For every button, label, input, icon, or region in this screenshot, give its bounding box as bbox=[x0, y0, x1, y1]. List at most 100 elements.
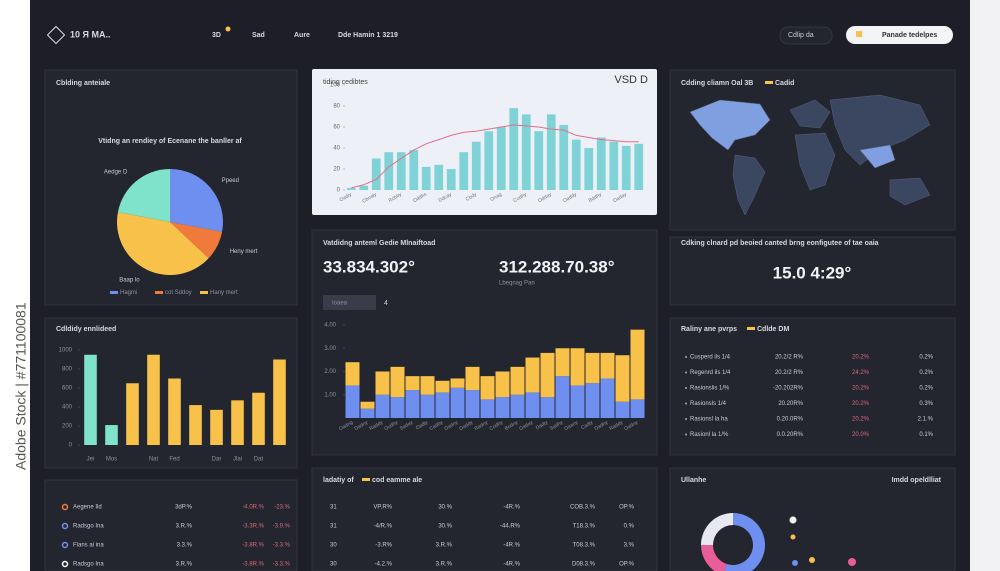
table-cell: 20.2% bbox=[852, 386, 870, 392]
table-cell: 3.R.% bbox=[436, 562, 453, 568]
table-cell: OP.% bbox=[619, 505, 635, 511]
button-icon bbox=[856, 31, 862, 37]
table-cell: Rasionslis 1/% bbox=[690, 386, 730, 392]
table-cell: 20.2/2 R% bbox=[775, 370, 804, 376]
bar-segment bbox=[495, 397, 510, 418]
bar-segment bbox=[360, 401, 375, 409]
table-cell: -20.202R% bbox=[773, 386, 804, 392]
panel-badge: cod eamme ale bbox=[372, 477, 422, 484]
bar bbox=[509, 108, 519, 190]
panel-title: Cblding anteiale bbox=[56, 80, 110, 87]
table-cell: D08.3.% bbox=[572, 562, 596, 568]
nav-item[interactable]: Aure bbox=[294, 32, 310, 39]
nav-item[interactable]: Dde Hamin 1 3219 bbox=[338, 32, 398, 39]
table-cell: 31 bbox=[330, 505, 337, 511]
bar bbox=[105, 425, 118, 445]
bar bbox=[534, 131, 544, 190]
table-cell: Cusperd ils 1/4 bbox=[690, 355, 731, 361]
row-bullet bbox=[685, 371, 687, 374]
y-tick-label: 800 bbox=[62, 367, 73, 373]
table-cell: 20.2% bbox=[852, 417, 870, 423]
table-cell: Rasionl la 1/% bbox=[690, 432, 729, 438]
bar bbox=[484, 131, 494, 190]
table-cell: 24.2% bbox=[852, 370, 870, 376]
table-cell: 20.2% bbox=[852, 401, 870, 407]
button[interactable] bbox=[846, 26, 953, 44]
dot bbox=[790, 534, 796, 540]
bar-segment bbox=[600, 378, 615, 418]
button-text: Panade tedelpes bbox=[882, 32, 937, 39]
table-cell: COB.3.% bbox=[570, 505, 596, 511]
panel-title: Ullanhe bbox=[681, 477, 706, 484]
nav-item[interactable]: 3D bbox=[212, 32, 221, 39]
legend-text: Cadid bbox=[775, 80, 794, 87]
watermark: Adobe Stock | #771100081 bbox=[13, 302, 29, 470]
x-tick-label: Onag bbox=[489, 192, 503, 203]
table-cell: Aegene Ild bbox=[73, 505, 102, 511]
table-cell: -4.2.% bbox=[375, 562, 393, 568]
bar-segment bbox=[630, 329, 645, 400]
table-cell: 0.2% bbox=[919, 370, 933, 376]
bar bbox=[384, 152, 394, 190]
table-cell: -4R.% bbox=[503, 543, 520, 549]
x-tick-label: Cbdy bbox=[465, 191, 479, 202]
logo-icon bbox=[46, 25, 66, 45]
pie-slice bbox=[170, 222, 223, 259]
legend-swatch bbox=[765, 81, 773, 84]
bar bbox=[346, 187, 356, 190]
bar-segment bbox=[450, 378, 465, 388]
table-cell: 20.0% bbox=[852, 432, 870, 438]
table-cell: -3.3.% bbox=[273, 543, 291, 549]
clock-value: 15.0 4:29° bbox=[773, 263, 852, 282]
kpi-caption: Lbeqnag Pan bbox=[499, 281, 535, 287]
legend-swatch bbox=[747, 327, 755, 330]
table-cell: 20.2/2 R% bbox=[775, 355, 804, 361]
panel-title: tiding cedibtes bbox=[323, 79, 368, 86]
bar bbox=[168, 378, 181, 445]
tab-text[interactable]: 4 bbox=[384, 300, 388, 307]
bar-segment bbox=[480, 376, 495, 400]
bar bbox=[596, 137, 606, 190]
x-tick-label: Mos bbox=[106, 457, 117, 463]
y-tick-label: 40 bbox=[333, 146, 340, 152]
bar-segment bbox=[495, 371, 510, 398]
bar-segment bbox=[525, 357, 540, 393]
panel-title: Vatdidng anteml Gedie Mlnaiftoad bbox=[323, 240, 435, 247]
y-tick-label: 2.00 bbox=[324, 369, 336, 375]
row-bullet bbox=[685, 402, 687, 405]
logo[interactable]: 10 Я MA.. bbox=[70, 29, 110, 39]
bar-segment bbox=[405, 390, 420, 418]
row-bullet bbox=[685, 418, 687, 420]
bar bbox=[621, 145, 631, 190]
table-cell: -44.R% bbox=[500, 524, 521, 530]
bar bbox=[421, 166, 431, 190]
table-cell: 3dP.% bbox=[175, 505, 193, 511]
legend-swatch bbox=[155, 291, 163, 294]
table-cell: 30 bbox=[330, 562, 337, 568]
nav-badge bbox=[225, 26, 231, 32]
line bbox=[351, 124, 639, 189]
donut-slice bbox=[701, 545, 727, 571]
table-cell: 31 bbox=[330, 524, 337, 530]
bar bbox=[546, 114, 556, 190]
search-text: Cdlip da bbox=[788, 32, 814, 39]
panel bbox=[669, 236, 956, 306]
table-cell: 0.% bbox=[624, 524, 635, 530]
tab[interactable] bbox=[323, 295, 376, 310]
bar-segment bbox=[465, 366, 480, 391]
bar-segment bbox=[585, 383, 600, 418]
bar-segment bbox=[540, 352, 555, 398]
world-map bbox=[689, 94, 931, 216]
search[interactable] bbox=[779, 26, 833, 45]
bar-segment bbox=[360, 408, 375, 418]
y-tick-label: 400 bbox=[62, 405, 73, 411]
y-tick-label: 20 bbox=[333, 167, 340, 173]
nav-item[interactable]: Sad bbox=[252, 32, 265, 39]
bar bbox=[189, 405, 202, 445]
slice-label: Baap lo bbox=[119, 277, 140, 283]
table-cell: Rasionsls 1/4 bbox=[690, 401, 727, 407]
y-tick-label: 100 bbox=[330, 83, 341, 89]
donut-slice bbox=[724, 513, 765, 571]
y-tick-label: 0 bbox=[69, 443, 73, 449]
map-region bbox=[889, 177, 931, 206]
